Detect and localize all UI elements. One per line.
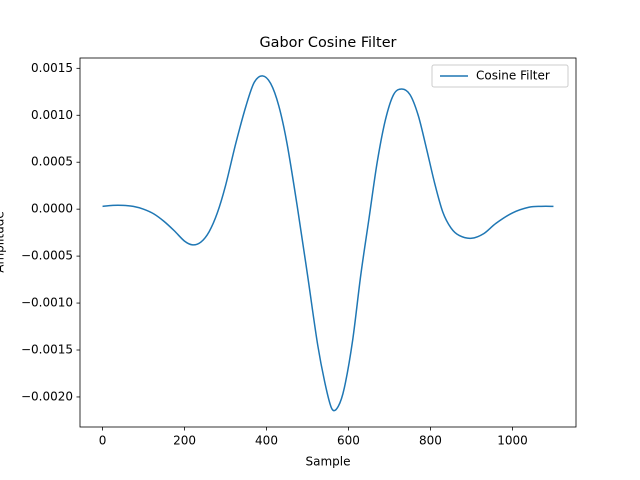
x-tick-label: 800 xyxy=(419,434,442,448)
x-tick-label: 1000 xyxy=(497,434,528,448)
plot-frame xyxy=(79,57,577,428)
legend-box xyxy=(431,64,569,88)
y-tick-label: −0.0015 xyxy=(21,343,73,357)
x-axis-label: Sample xyxy=(306,455,351,469)
y-tick-label: −0.0020 xyxy=(21,389,73,403)
x-tick-label: 400 xyxy=(255,434,278,448)
y-axis-label: Amplitude xyxy=(0,211,7,273)
x-tick-label: 0 xyxy=(99,434,107,448)
y-tick-label: 0.0005 xyxy=(31,155,73,169)
x-tick-label: 600 xyxy=(337,434,360,448)
x-tick-label: 200 xyxy=(173,434,196,448)
legend: Cosine Filter xyxy=(431,64,569,88)
y-tick-label: 0.0010 xyxy=(31,108,73,122)
y-tick-label: −0.0010 xyxy=(21,296,73,310)
legend-label: Cosine Filter xyxy=(476,69,550,83)
line-series xyxy=(102,75,554,412)
chart-title: Gabor Cosine Filter xyxy=(260,35,397,51)
y-tick-label: −0.0005 xyxy=(21,249,73,263)
y-tick-label: 0.0015 xyxy=(31,61,73,75)
y-tick-label: 0.0000 xyxy=(31,202,73,216)
